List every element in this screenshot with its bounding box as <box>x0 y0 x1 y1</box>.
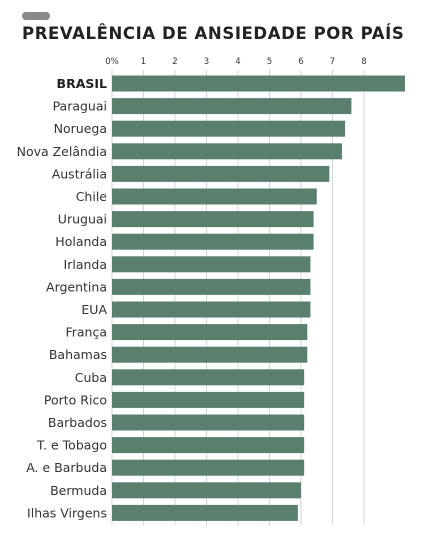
category-label-irlanda: Irlanda <box>64 257 107 272</box>
bar-bermuda <box>112 482 301 499</box>
x-tick-label-6: 6 <box>298 57 303 67</box>
bar-cuba <box>112 369 305 386</box>
bar-brasil <box>112 75 405 92</box>
bar-noruega <box>112 120 346 137</box>
category-label-t-e-tobago: T. e Tobago <box>36 438 107 453</box>
category-label-argentina: Argentina <box>46 279 107 294</box>
bar-uruguai <box>112 211 314 228</box>
decorative-pill <box>22 12 50 20</box>
category-label-franca: França <box>65 325 107 340</box>
bar-a-e-barbuda <box>112 459 305 476</box>
x-tick-labels: 0% 1 2 3 4 5 6 7 8 <box>105 57 366 67</box>
x-tick-label-3: 3 <box>204 57 209 67</box>
category-label-cuba: Cuba <box>75 370 107 385</box>
category-label-eua: EUA <box>81 302 107 317</box>
bar-bahamas <box>112 346 308 363</box>
bar-irlanda <box>112 256 311 273</box>
category-label-barbados: Barbados <box>48 415 107 430</box>
bar-ilhas-virgens <box>112 504 298 521</box>
category-label-holanda: Holanda <box>55 234 107 249</box>
x-tick-label-8: 8 <box>361 57 366 67</box>
x-tick-label-7: 7 <box>330 57 335 67</box>
bar-barbados <box>112 414 305 431</box>
category-label-porto-rico: Porto Rico <box>44 392 107 407</box>
bar-franca <box>112 324 308 341</box>
bar-t-e-tobago <box>112 437 305 454</box>
category-label-ilhas-virgens: Ilhas Virgens <box>27 505 107 520</box>
x-tick-label-2: 2 <box>172 57 177 67</box>
category-label-bahamas: Bahamas <box>49 347 107 362</box>
x-tick-label-1: 1 <box>141 57 146 67</box>
x-tick-label-0: 0% <box>105 57 119 67</box>
category-labels: BRASIL Paraguai Noruega Nova Zelândia Austrá… <box>17 76 108 520</box>
category-label-paraguai: Paraguai <box>53 99 107 114</box>
category-label-bermuda: Bermuda <box>50 483 107 498</box>
category-label-noruega: Noruega <box>54 121 107 136</box>
category-label-australia: Austrália <box>52 166 107 181</box>
bar-porto-rico <box>112 391 305 408</box>
bar-paraguai <box>112 98 352 115</box>
bar-eua <box>112 301 311 318</box>
category-label-chile: Chile <box>76 189 108 204</box>
category-label-nova-zelandia: Nova Zelândia <box>17 144 107 159</box>
x-tick-label-4: 4 <box>235 57 240 67</box>
bar-australia <box>112 165 330 182</box>
bar-nova-zelandia <box>112 143 342 160</box>
bar-chile <box>112 188 317 205</box>
x-tick-label-5: 5 <box>267 57 272 67</box>
grid-lines <box>111 70 365 525</box>
bar-holanda <box>112 233 314 250</box>
bars <box>112 75 405 521</box>
chart-title: PREVALÊNCIA DE ANSIEDADE POR PAÍS <box>22 24 405 43</box>
category-label-a-e-barbuda: A. e Barbuda <box>26 460 107 475</box>
category-label-uruguai: Uruguai <box>58 212 107 227</box>
bar-argentina <box>112 278 311 295</box>
category-label-brasil: BRASIL <box>57 76 107 91</box>
